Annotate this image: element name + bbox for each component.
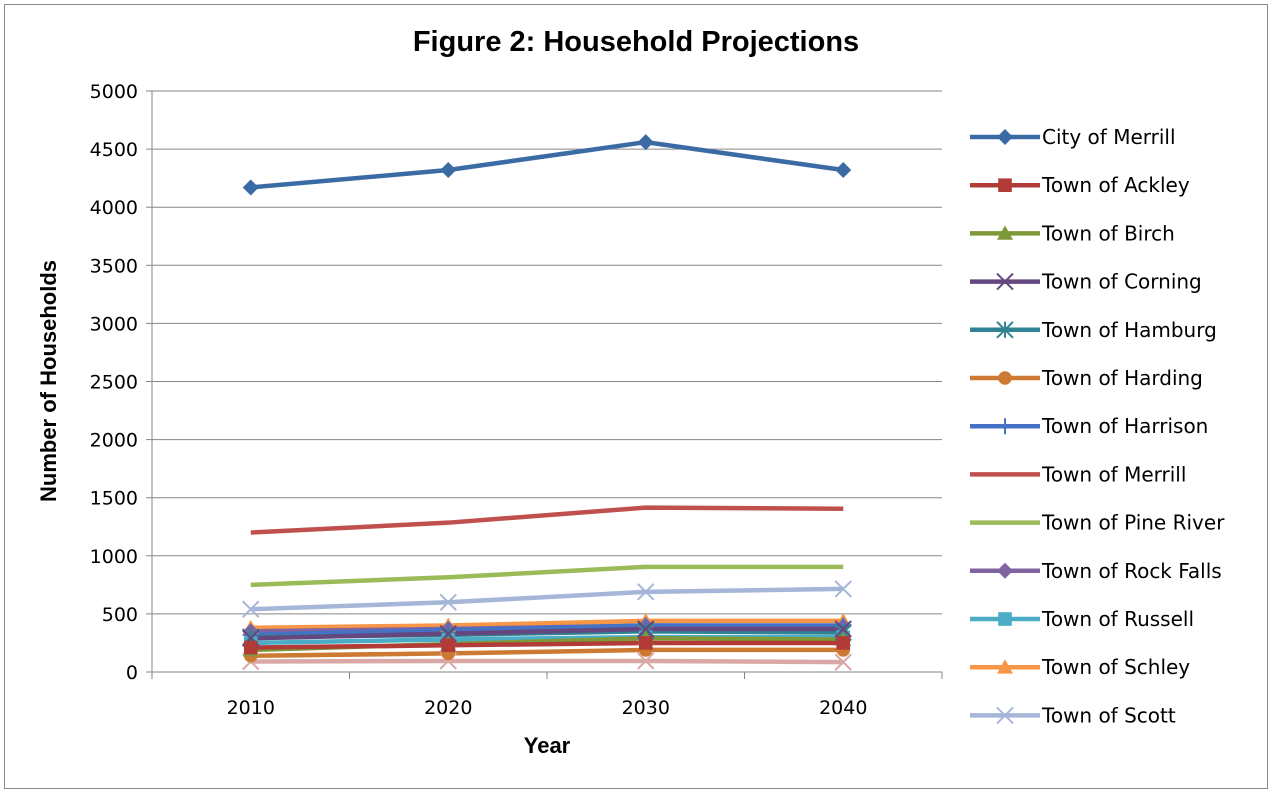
x-tick-labels: 2010 2020 2030 2040 [227, 697, 868, 719]
series-line [250, 658, 844, 665]
series-line [250, 618, 844, 631]
y-tick-label: 4000 [90, 197, 138, 219]
legend-marker [996, 321, 1014, 339]
legend-marker [996, 272, 1014, 291]
legend-marker [998, 178, 1012, 192]
data-point [242, 600, 260, 618]
series-markers [242, 134, 852, 671]
legend-label: Town of Merrill [1041, 462, 1186, 486]
data-point [835, 162, 852, 179]
legend-label: Town of Birch [1041, 221, 1175, 245]
series-line [250, 564, 844, 588]
y-tick-label: 3500 [90, 255, 138, 277]
legend-marker [997, 225, 1013, 240]
y-tick-label: 1000 [90, 546, 138, 568]
series-line [250, 505, 844, 535]
data-point [836, 636, 851, 650]
data-point [637, 583, 655, 601]
legend-label: Town of Harrison [1041, 414, 1208, 438]
y-axis-title: Number of Households [36, 260, 61, 502]
y-tick-label: 4500 [90, 139, 138, 161]
data-point [243, 640, 258, 655]
y-tick-label: 2500 [90, 372, 138, 394]
legend-marker [997, 129, 1013, 145]
legend-label: City of Merrill [1042, 125, 1176, 149]
series-line [250, 626, 844, 641]
legend-marker [997, 418, 1013, 435]
chart-frame [4, 4, 1268, 789]
legend-label: Town of Rock Falls [1041, 559, 1222, 583]
legend-label: Town of Hamburg [1041, 318, 1217, 342]
legend-label: Town of Scott [1041, 703, 1176, 727]
data-point [637, 652, 655, 670]
gridlines [146, 90, 942, 673]
legend: City of Merrill Town of Ackley Town of Bir… [970, 125, 1225, 727]
x-tick-label: 2020 [424, 697, 472, 719]
data-point [834, 580, 852, 598]
y-tick-label: 3000 [90, 313, 138, 335]
y-tick-label: 1500 [90, 488, 138, 510]
legend-label: Town of Russell [1041, 607, 1194, 631]
legend-marker [996, 706, 1014, 725]
x-axis-title: Year [524, 733, 571, 758]
data-point [638, 636, 653, 650]
y-tick-label: 5000 [90, 81, 138, 103]
legend-marker [997, 562, 1013, 579]
legend-label: Town of Corning [1041, 270, 1202, 294]
series-line [250, 586, 844, 612]
data-point [637, 620, 655, 638]
legend-label: Town of Schley [1041, 655, 1190, 679]
legend-label: Town of Ackley [1041, 173, 1190, 197]
data-point [441, 638, 456, 653]
series-lines [250, 139, 844, 665]
data-point [242, 179, 259, 196]
data-point [834, 620, 852, 638]
data-point [439, 593, 457, 611]
y-tick-label: 2000 [90, 430, 138, 452]
data-point [637, 134, 654, 151]
legend-marker [997, 659, 1013, 674]
x-tick-label: 2030 [622, 697, 670, 719]
legend-label: Town of Harding [1041, 366, 1203, 390]
y-tick-label: 0 [126, 662, 138, 684]
x-tick-label: 2010 [227, 697, 275, 719]
series-line [250, 640, 844, 650]
legend-label: Town of Pine River [1041, 511, 1225, 535]
legend-marker [998, 612, 1012, 626]
x-tick-label: 2040 [819, 697, 867, 719]
y-tick-labels: 0 500 1000 1500 2000 2500 3000 3500 4000 4500 5000 [90, 81, 138, 684]
series-line [250, 139, 844, 190]
axes [151, 91, 943, 679]
series-line [250, 623, 844, 638]
data-point [440, 162, 457, 179]
series-line [250, 647, 844, 658]
y-tick-label: 500 [102, 604, 138, 626]
legend-marker [998, 371, 1012, 385]
data-point [834, 653, 852, 671]
chart-title: Figure 2: Household Projections [413, 26, 859, 58]
